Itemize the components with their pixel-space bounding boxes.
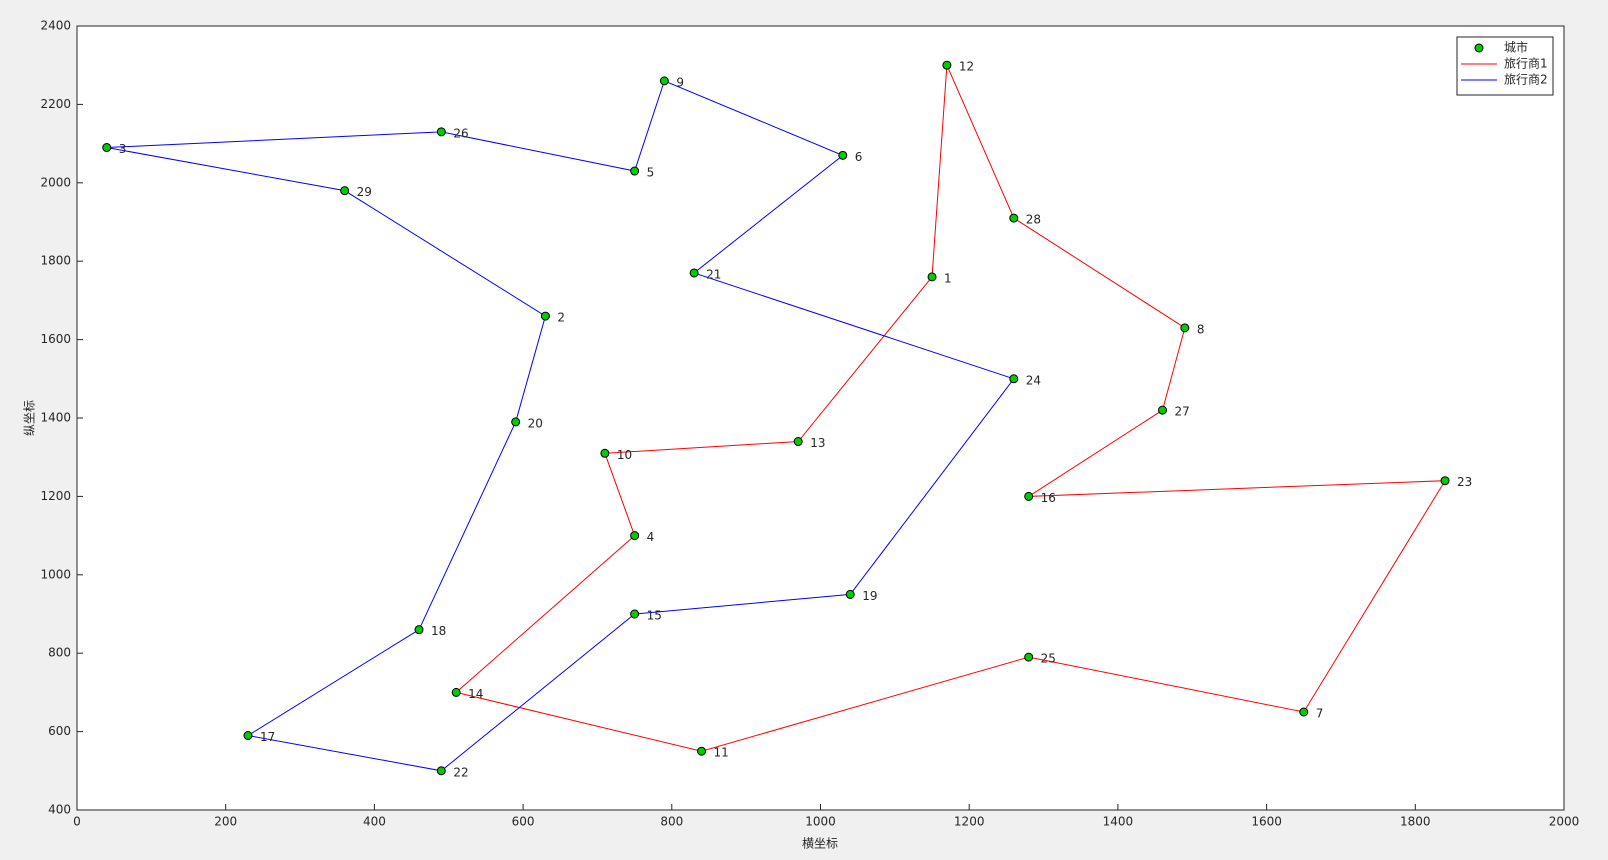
y-tick-label: 400 <box>48 803 71 817</box>
plot-area <box>77 26 1564 810</box>
x-tick-label: 2000 <box>1549 815 1580 829</box>
x-tick-label: 1000 <box>805 815 836 829</box>
city-label: 19 <box>862 589 877 603</box>
y-axis-label: 纵坐标 <box>23 400 37 436</box>
city-label: 12 <box>959 60 974 74</box>
legend-marker <box>1474 43 1484 53</box>
city-label: 27 <box>1175 405 1190 419</box>
city-point <box>927 272 937 282</box>
y-tick-label: 1400 <box>40 411 71 425</box>
city-label: 29 <box>357 185 372 199</box>
city-label: 11 <box>714 746 729 760</box>
x-tick-label: 1400 <box>1103 815 1134 829</box>
city-point <box>340 186 350 196</box>
city-point <box>436 127 446 137</box>
city-label: 3 <box>119 142 127 156</box>
city-label: 9 <box>676 75 684 89</box>
y-tick-label: 1200 <box>40 489 71 503</box>
city-label: 22 <box>453 765 468 779</box>
legend-label: 旅行商2 <box>1504 72 1548 87</box>
city-label: 28 <box>1026 213 1041 227</box>
x-tick-label: 1200 <box>954 815 985 829</box>
x-tick-label: 1800 <box>1400 815 1431 829</box>
city-point <box>1024 652 1034 662</box>
city-label: 14 <box>468 687 483 701</box>
city-point <box>243 731 253 741</box>
city-point <box>1299 707 1309 717</box>
city-label: 16 <box>1041 491 1056 505</box>
city-label: 5 <box>647 166 655 180</box>
city-point <box>436 766 446 776</box>
city-label: 1 <box>944 271 952 285</box>
city-label: 26 <box>453 126 468 140</box>
x-tick-label: 600 <box>512 815 535 829</box>
city-point <box>838 150 848 160</box>
city-point <box>1009 374 1019 384</box>
city-label: 2 <box>557 311 565 325</box>
y-tick-label: 2200 <box>40 97 71 111</box>
y-tick-label: 1800 <box>40 254 71 268</box>
city-point <box>451 687 461 697</box>
city-point <box>1440 476 1450 486</box>
city-label: 6 <box>855 150 863 164</box>
route-line <box>106 80 1015 772</box>
city-label: 25 <box>1041 652 1056 666</box>
city-point <box>630 609 640 619</box>
city-label: 21 <box>706 267 721 281</box>
city-point <box>1158 405 1168 415</box>
x-tick-label: 800 <box>660 815 683 829</box>
y-tick-label: 2400 <box>40 19 71 33</box>
city-point <box>845 589 855 599</box>
legend-label: 城市 <box>1504 40 1528 55</box>
x-axis-label: 横坐标 <box>802 837 838 851</box>
city-label: 7 <box>1316 707 1324 721</box>
axes-box <box>76 25 1565 811</box>
city-point <box>659 76 669 86</box>
city-point <box>600 448 610 458</box>
x-tick-label: 400 <box>363 815 386 829</box>
city-point <box>102 143 112 153</box>
city-point <box>630 531 640 541</box>
city-point <box>697 746 707 756</box>
city-label: 23 <box>1457 475 1472 489</box>
y-tick-label: 1000 <box>40 567 71 581</box>
city-label: 17 <box>260 730 275 744</box>
x-tick-label: 200 <box>214 815 237 829</box>
city-point <box>1180 323 1190 333</box>
legend-box <box>1456 36 1554 96</box>
city-point <box>1024 491 1034 501</box>
legend-label: 旅行商1 <box>1504 56 1548 71</box>
city-point <box>630 166 640 176</box>
city-label: 18 <box>431 624 446 638</box>
city-label: 10 <box>617 448 632 462</box>
city-point <box>414 625 424 635</box>
city-label: 8 <box>1197 322 1205 336</box>
x-tick-label: 1600 <box>1251 815 1282 829</box>
city-point <box>540 311 550 321</box>
city-point <box>942 60 952 70</box>
city-label: 20 <box>528 416 543 430</box>
y-tick-label: 600 <box>48 724 71 738</box>
city-point <box>793 437 803 447</box>
y-tick-label: 1600 <box>40 332 71 346</box>
x-tick-label: 0 <box>73 815 81 829</box>
city-label: 13 <box>810 436 825 450</box>
y-tick-label: 2000 <box>40 175 71 189</box>
city-label: 24 <box>1026 373 1041 387</box>
city-label: 15 <box>647 609 662 623</box>
city-point <box>511 417 521 427</box>
y-tick-label: 800 <box>48 646 71 660</box>
city-point <box>689 268 699 278</box>
city-label: 4 <box>647 530 655 544</box>
city-point <box>1009 213 1019 223</box>
